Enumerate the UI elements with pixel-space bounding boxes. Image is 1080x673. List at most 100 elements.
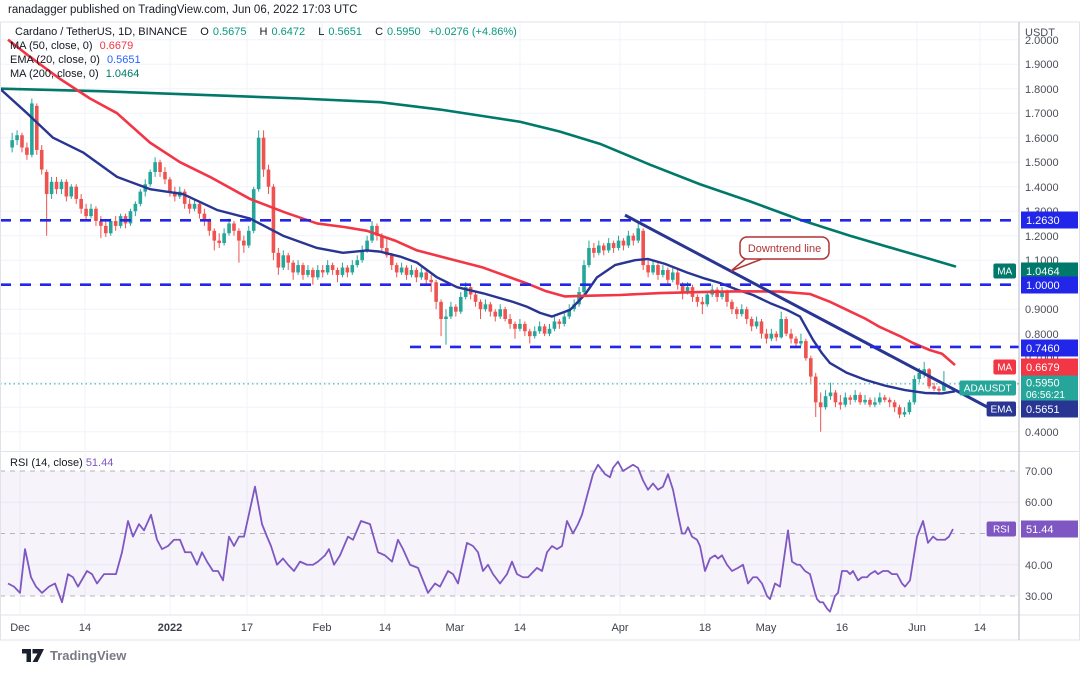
candle-body [138,191,143,204]
tradingview-logo[interactable]: TradingView [22,648,126,663]
indicator-legend-ema20[interactable]: EMA (20, close, 0) 0.5651 [10,54,141,66]
candle-body [518,323,522,329]
candle-body [651,265,655,273]
candle-body [79,198,83,209]
ema20-line [1,87,956,395]
candle-body [735,309,739,315]
candle-body [532,331,537,337]
candle-body [458,296,463,312]
time-axis-label: 14 [514,622,526,634]
time-axis-label: Dec [10,622,30,634]
candle-body [429,279,433,283]
candle-body [897,407,902,415]
axis-badge-value-box [1021,400,1078,418]
candle-body [158,162,162,172]
price-axis-label: 0.4000 [1025,427,1059,439]
price-pane[interactable] [0,38,996,432]
candle-body [887,399,892,403]
axis-badge: 1.0000 [1021,276,1078,294]
downtrend-trendline[interactable] [624,213,996,413]
candle-body [616,240,621,248]
candle-body [705,294,710,305]
candle-body [828,392,833,397]
candle-body [582,265,586,293]
candle-body [163,172,167,180]
axis-badge-value-box [1021,339,1078,357]
price-axis-label: 1.4000 [1025,182,1059,194]
candle-body [725,292,729,302]
time-axis-label: Mar [446,622,465,634]
candle-body [350,265,355,273]
candle-body [720,292,724,297]
candle-body [853,394,857,400]
time-axis[interactable]: Dec 14 2022 17 Feb 14 Mar 14 Apr 18 May 16 Jun 14 [10,622,986,634]
candle-body [281,255,286,268]
indicator-legend-ma200[interactable]: MA (200, close, 0) 1.0464 [10,68,140,80]
candle-body [577,292,581,305]
candle-body [104,225,108,234]
candle-body [20,135,24,148]
candle-body [232,223,236,231]
time-axis-label: 14 [974,622,986,634]
rsi-value: 51.44 [85,457,114,469]
candle-body [30,103,34,155]
candle-body [217,240,221,244]
axis-badge-value: 0.5651 [1026,404,1060,416]
candle-body [454,306,458,312]
time-axis-label: Feb [313,622,332,634]
candle-body [291,262,295,273]
price-axis-label: 1.2000 [1025,231,1059,243]
axis-badge-value: 0.6679 [1026,362,1060,374]
candle-body [113,221,118,226]
candle-body [320,270,325,273]
candle-body [917,372,922,380]
candle-body [473,294,478,302]
rsi-legend-row[interactable]: RSI (14, close) 51.44 [10,457,114,469]
candle-body [202,213,207,221]
axis-badge: 0.7460 [1021,339,1078,357]
axis-badge-countdown: 06:56:21 [1026,390,1065,401]
candle-body [547,328,552,334]
candle-body [301,265,305,275]
candle-body [424,272,429,280]
candle-body [557,321,562,324]
time-axis-label: Jun [908,622,926,634]
indicator-legend-ma50[interactable]: MA (50, close, 0) 0.6679 [10,40,134,52]
candle-body [266,169,271,187]
candle-body [380,235,384,248]
axis-badge: RSI 51.44 [986,520,1078,538]
candle-body [153,162,157,172]
candle-body [478,301,483,310]
candle-body [656,265,660,275]
price-axis-label: 0.9000 [1025,304,1059,316]
candle-body [251,189,256,231]
time-axis-label: 14 [379,622,391,634]
candle-body [419,272,424,278]
candle-body [749,319,754,327]
change-value: +0.0276 (+4.86%) [428,26,517,38]
candle-body [680,284,685,293]
candle-body [730,301,734,310]
candle-body [868,399,872,405]
candle-body [739,309,744,315]
candle-body [286,255,291,263]
axis-badge-chip-text: MA [997,363,1012,374]
candle-body [646,265,650,273]
price-axis-label: USDT [1025,27,1055,39]
tradingview-logo-icon [22,649,44,662]
symbol-legend-row[interactable]: Cardano / TetherUS, 1D, BINANCE O 0.5675 … [10,26,517,39]
candle-body [606,243,611,251]
candle-body [794,338,798,344]
rsi-axis-label: 30.00 [1025,591,1053,603]
candle-body [449,306,453,317]
grid-lines [0,22,1019,615]
candle-body [537,326,542,332]
watermark-text: TradingView [50,648,127,663]
rsi-axis-label: 60.00 [1025,497,1053,509]
axis-badge-value: 1.0464 [1026,266,1060,278]
price-axis-label: 1.8000 [1025,84,1059,96]
candle-body [493,311,498,317]
downtrend-callout[interactable]: Downtrend line [730,236,830,272]
